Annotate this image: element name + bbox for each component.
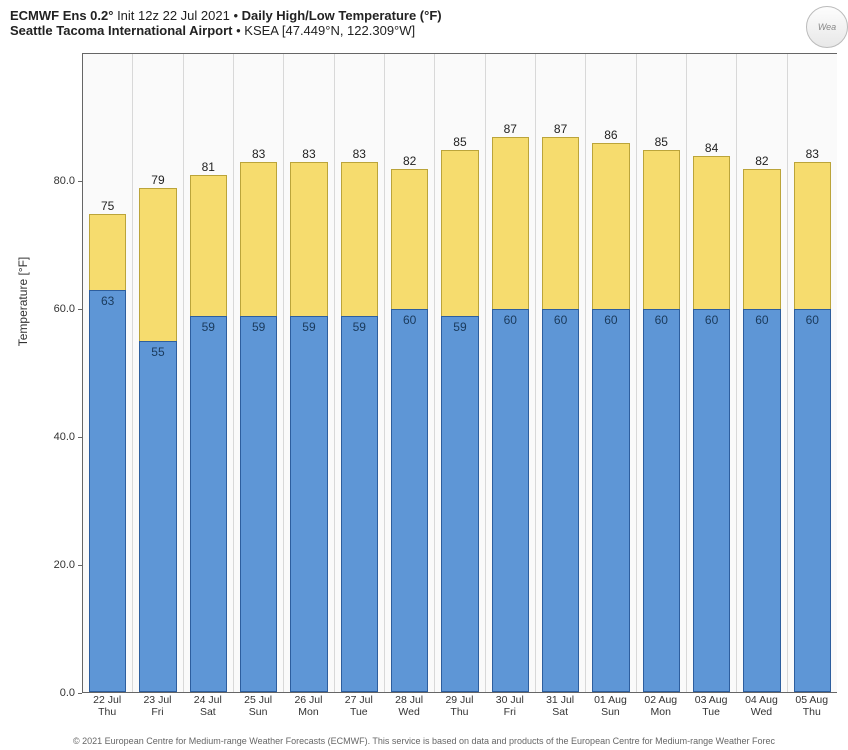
bar-slot: 85 59 xyxy=(435,54,485,692)
bar-slot: 83 59 xyxy=(234,54,284,692)
bar-high-value: 87 xyxy=(543,122,578,138)
y-tick-mark xyxy=(78,693,82,694)
y-tick-label: 20.0 xyxy=(54,559,79,571)
y-tick-mark xyxy=(78,309,82,310)
bar-slot: 83 59 xyxy=(335,54,385,692)
x-tick-label: 30 JulFri xyxy=(485,694,535,718)
bar-high-value: 86 xyxy=(593,128,628,144)
bar-low-value: 60 xyxy=(493,313,528,327)
bar-low-value: 55 xyxy=(140,345,175,359)
bar-low: 60 xyxy=(592,309,629,692)
bar-slot: 79 55 xyxy=(133,54,183,692)
bar-high-value: 84 xyxy=(694,141,729,157)
y-tick-label: 80.0 xyxy=(54,175,79,187)
bar-slot: 83 60 xyxy=(788,54,837,692)
x-tick-label: 04 AugWed xyxy=(736,694,786,718)
bar-low-value: 59 xyxy=(241,320,276,334)
bar-low-value: 60 xyxy=(644,313,679,327)
bar-low-value: 60 xyxy=(694,313,729,327)
y-tick-mark xyxy=(78,565,82,566)
bar-low: 60 xyxy=(794,309,831,692)
bar-high-value: 82 xyxy=(744,154,779,170)
x-tick-label: 26 JulMon xyxy=(283,694,333,718)
bar-slot: 75 63 xyxy=(83,54,133,692)
bar-slot: 84 60 xyxy=(687,54,737,692)
bullet-1: • xyxy=(233,8,241,23)
bar-slot: 83 59 xyxy=(284,54,334,692)
bar-low-value: 60 xyxy=(795,313,830,327)
bar-low-value: 60 xyxy=(543,313,578,327)
bar-slot: 81 59 xyxy=(184,54,234,692)
bar-low: 59 xyxy=(190,316,227,692)
bar-high-value: 83 xyxy=(342,147,377,163)
bar-low: 63 xyxy=(89,290,126,692)
bar-high-value: 81 xyxy=(191,160,226,176)
bar-low: 60 xyxy=(492,309,529,692)
x-tick-label: 24 JulSat xyxy=(183,694,233,718)
bar-slot: 87 60 xyxy=(536,54,586,692)
x-tick-label: 29 JulThu xyxy=(434,694,484,718)
bar-slot: 82 60 xyxy=(385,54,435,692)
bar-high-value: 83 xyxy=(795,147,830,163)
x-tick-label: 01 AugSun xyxy=(585,694,635,718)
copyright-footer: © 2021 European Centre for Medium-range … xyxy=(0,736,848,746)
bar-high-value: 85 xyxy=(644,135,679,151)
bar-low: 59 xyxy=(441,316,478,692)
bar-low-value: 63 xyxy=(90,294,125,308)
bar-slot: 86 60 xyxy=(586,54,636,692)
y-tick-label: 40.0 xyxy=(54,431,79,443)
bar-slot: 85 60 xyxy=(637,54,687,692)
bar-low: 60 xyxy=(542,309,579,692)
chart-header: ECMWF Ens 0.2° Init 12z 22 Jul 2021 • Da… xyxy=(0,0,848,40)
bar-low: 59 xyxy=(240,316,277,692)
plot-area: 75 63 79 55 81 59 83 59 83 59 83 59 82 60 85 59 87 60 87 60… xyxy=(82,53,837,693)
bar-low-value: 59 xyxy=(291,320,326,334)
x-tick-label: 27 JulTue xyxy=(334,694,384,718)
weatherbell-logo-icon: Wea xyxy=(806,6,848,48)
bar-low: 59 xyxy=(341,316,378,692)
bar-high-value: 87 xyxy=(493,122,528,138)
bar-low: 60 xyxy=(391,309,428,692)
bar-high-value: 83 xyxy=(241,147,276,163)
bar-low: 60 xyxy=(693,309,730,692)
y-tick-mark xyxy=(78,181,82,182)
bar-high-value: 83 xyxy=(291,147,326,163)
x-tick-label: 23 JulFri xyxy=(132,694,182,718)
bar-low: 60 xyxy=(643,309,680,692)
bar-slot: 82 60 xyxy=(737,54,787,692)
x-axis-labels: 22 JulThu23 JulFri24 JulSat25 JulSun26 J… xyxy=(82,694,837,718)
station-id: KSEA [47.449°N, 122.309°W] xyxy=(244,23,415,38)
x-tick-label: 31 JulSat xyxy=(535,694,585,718)
x-tick-label: 25 JulSun xyxy=(233,694,283,718)
x-tick-label: 28 JulWed xyxy=(384,694,434,718)
bar-high-value: 82 xyxy=(392,154,427,170)
model-name: ECMWF Ens 0.2° xyxy=(10,8,113,23)
bar-high-value: 85 xyxy=(442,135,477,151)
bar-low: 55 xyxy=(139,341,176,692)
x-tick-label: 02 AugMon xyxy=(636,694,686,718)
bar-low: 60 xyxy=(743,309,780,692)
bar-low: 59 xyxy=(290,316,327,692)
bar-low-value: 59 xyxy=(342,320,377,334)
bar-low-value: 59 xyxy=(442,320,477,334)
bar-high-value: 75 xyxy=(90,199,125,215)
y-tick-label: 0.0 xyxy=(60,687,79,699)
bar-high-value: 79 xyxy=(140,173,175,189)
x-tick-label: 05 AugThu xyxy=(787,694,837,718)
y-tick-label: 60.0 xyxy=(54,303,79,315)
x-tick-label: 03 AugTue xyxy=(686,694,736,718)
bar-low-value: 59 xyxy=(191,320,226,334)
y-axis-label: Temperature [°F] xyxy=(16,257,30,347)
bar-slot: 87 60 xyxy=(486,54,536,692)
chart-container: Temperature [°F] 75637955815983598359835… xyxy=(25,48,837,720)
chart-title: Daily High/Low Temperature (°F) xyxy=(242,8,442,23)
bar-low-value: 60 xyxy=(593,313,628,327)
bar-low-value: 60 xyxy=(392,313,427,327)
init-time: Init 12z 22 Jul 2021 xyxy=(117,8,230,23)
bars-container: 75 63 79 55 81 59 83 59 83 59 83 59 82 60 85 59 87 60 87 60… xyxy=(83,54,837,692)
y-tick-mark xyxy=(78,437,82,438)
x-tick-label: 22 JulThu xyxy=(82,694,132,718)
bar-low-value: 60 xyxy=(744,313,779,327)
location-name: Seattle Tacoma International Airport xyxy=(10,23,233,38)
